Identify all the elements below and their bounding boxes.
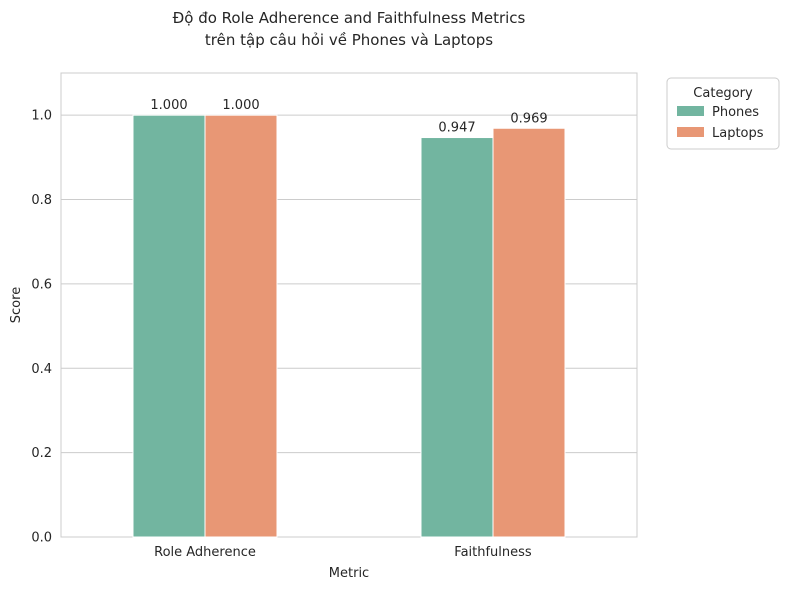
- x-tick-labels: Role Adherence Faithfulness: [154, 545, 532, 560]
- y-tick-label: 0.8: [31, 193, 52, 208]
- bar-phones: [420, 137, 494, 538]
- legend-title: Category: [693, 86, 753, 101]
- y-tick-label: 0.6: [31, 277, 52, 292]
- chart-title: Độ đo Role Adherence and Faithfulness Me…: [173, 9, 526, 49]
- y-tick-label: 0.4: [31, 362, 52, 377]
- bar-value-labels: 1.000 1.000 0.947 0.969: [150, 98, 547, 135]
- bar-laptops: [204, 114, 278, 538]
- bar-laptops: [492, 127, 566, 538]
- bar-value-label: 1.000: [150, 98, 187, 113]
- bar-value-label: 0.969: [510, 111, 547, 126]
- y-tick-label: 0.2: [31, 446, 52, 461]
- legend: Category Phones Laptops: [666, 77, 780, 150]
- chart-title-line: Độ đo Role Adherence and Faithfulness Me…: [173, 9, 526, 27]
- legend-swatch-laptops: [677, 127, 704, 137]
- bars: [132, 114, 566, 538]
- y-tick-labels: 0.0 0.2 0.4 0.6 0.8 1.0: [31, 109, 52, 546]
- chart-title-line: trên tập câu hỏi về Phones và Laptops: [205, 31, 493, 49]
- y-tick-label: 0.0: [31, 531, 52, 546]
- y-tick-label: 1.0: [31, 109, 52, 124]
- y-axis-label: Score: [9, 287, 24, 323]
- legend-label-phones: Phones: [712, 105, 759, 120]
- legend-label-laptops: Laptops: [712, 126, 764, 141]
- bar-phones: [132, 114, 206, 538]
- bar-value-label: 0.947: [438, 121, 475, 136]
- x-axis-label: Metric: [329, 566, 369, 581]
- x-tick-label: Role Adherence: [154, 545, 256, 560]
- x-tick-label: Faithfulness: [454, 545, 532, 560]
- bar-value-label: 1.000: [222, 98, 259, 113]
- plot-frame: [60, 72, 638, 538]
- legend-swatch-phones: [677, 106, 704, 116]
